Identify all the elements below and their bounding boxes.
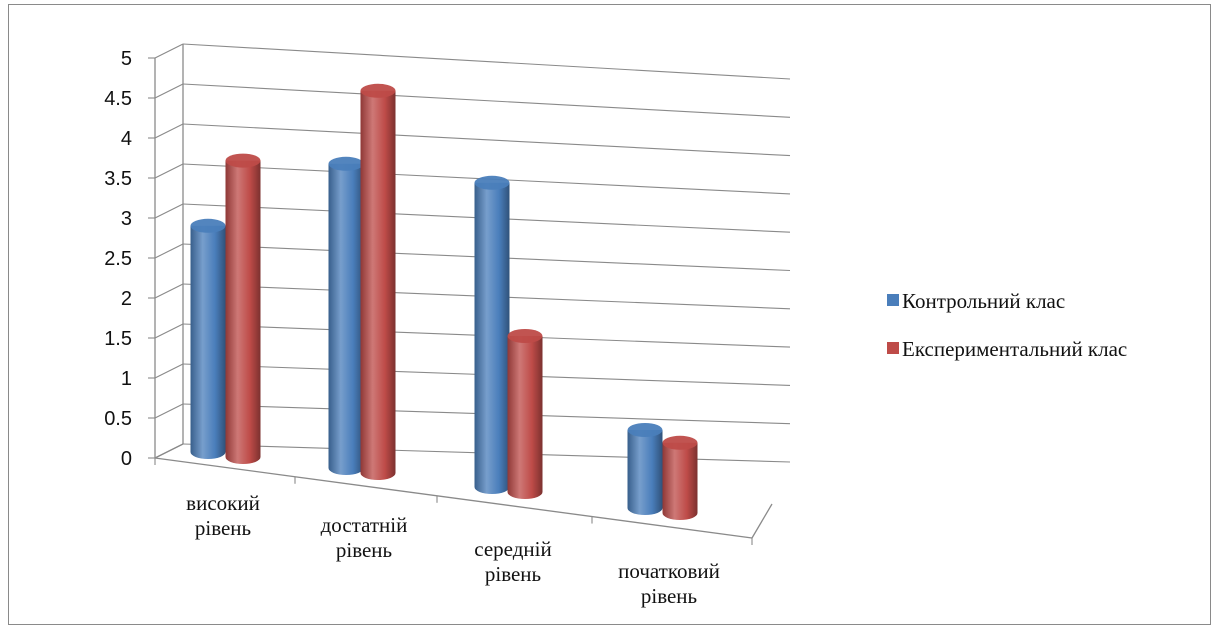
gridline-side: [154, 243, 184, 259]
gridline: [182, 123, 791, 157]
gridline-side: [154, 83, 184, 99]
y-tick-label: 3: [121, 208, 132, 230]
y-axis-ticks: 0 0.5 1 1.5 2 2.5 3 3.5 4 4.5 5: [104, 48, 132, 470]
y-tick-label: 1.5: [104, 328, 132, 350]
gridline-side: [154, 323, 184, 339]
gridline-side: [154, 163, 184, 179]
legend-item: Контрольний клас: [887, 289, 1065, 313]
legend: Контрольний клас Експериментальний клас: [887, 289, 1127, 361]
gridline-side: [154, 43, 184, 59]
legend-item: Експериментальний клас: [887, 337, 1127, 361]
y-tick-label: 2.5: [104, 248, 132, 270]
legend-swatch: [887, 342, 899, 354]
bar: [225, 153, 261, 465]
gridlines: [148, 43, 791, 463]
y-tick-label: 4: [121, 128, 132, 150]
y-tick-label: 3.5: [104, 168, 132, 190]
gridline-side: [154, 283, 184, 299]
bar: [627, 423, 663, 516]
y-tick-label: 0.5: [104, 408, 132, 430]
y-tick-label: 5: [121, 48, 132, 70]
legend-label: Контрольний клас: [902, 289, 1065, 313]
gridline: [182, 83, 791, 118]
gridline-side: [154, 403, 184, 419]
x-tick-label: середній рівень: [474, 537, 551, 586]
x-tick-label: високий рівень: [186, 491, 260, 540]
bar: [507, 329, 543, 500]
bar: [474, 175, 510, 495]
y-tick-label: 2: [121, 288, 132, 310]
gridline-side: [154, 363, 184, 379]
x-tick-label: початковий рівень: [618, 559, 720, 608]
gridline-side: [154, 443, 184, 459]
gridline-side: [154, 123, 184, 139]
y-tick-label: 4.5: [104, 88, 132, 110]
bar: [662, 435, 698, 521]
bar: [328, 156, 364, 476]
gridline-side: [154, 203, 184, 219]
x-tick-label: достатній рівень: [321, 513, 408, 562]
chart-frame: [8, 4, 1211, 625]
bar: [190, 218, 226, 460]
x-axis-line: [154, 457, 753, 539]
legend-label: Експериментальний клас: [902, 337, 1127, 361]
y-tick-label: 0: [121, 448, 132, 470]
x-axis: високий рівень достатній рівень середній ріве…: [154, 457, 773, 608]
y-tick-label: 1: [121, 368, 132, 390]
gridline: [182, 43, 791, 80]
legend-swatch: [887, 294, 899, 306]
bar: [360, 83, 396, 481]
bars: [190, 83, 698, 521]
floor-right-edge: [751, 503, 773, 539]
